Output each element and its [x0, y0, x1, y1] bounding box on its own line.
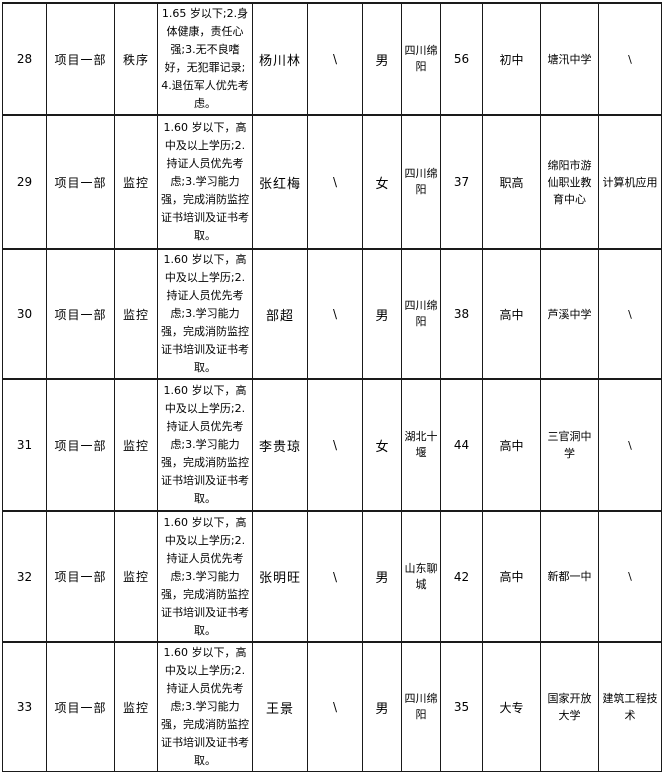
cell-requirements[interactable]: 1.60 岁以下，高中及以上学历;2.持证人员优先考虑;3.学习能力强，完成消防…	[157, 510, 253, 643]
cell-department[interactable]: 项目一部	[46, 248, 115, 380]
table-row: 33 项目一部 监控 1.60 岁以下，高中及以上学历;2.持证人员优先考虑;3…	[2, 641, 662, 772]
cell-name[interactable]: 部超	[252, 248, 308, 380]
cell-age[interactable]: 35	[440, 641, 483, 772]
cell-requirements[interactable]: 1.60 岁以下，高中及以上学历;2.持证人员优先考虑;3.学习能力强，完成消防…	[157, 641, 253, 772]
cell-post-type[interactable]: 监控	[114, 114, 158, 250]
cell-name[interactable]: 张明旺	[252, 510, 308, 643]
cell-department[interactable]: 项目一部	[46, 114, 115, 250]
cell-major[interactable]: \	[598, 248, 662, 380]
cell-school[interactable]: 新都一中	[540, 510, 599, 643]
table-row: 29 项目一部 监控 1.60 岁以下，高中及以上学历;2.持证人员优先考虑;3…	[2, 114, 662, 250]
cell-post-type[interactable]: 监控	[114, 248, 158, 380]
cell-education[interactable]: 职高	[482, 114, 541, 250]
cell-major[interactable]: 建筑工程技术	[598, 641, 662, 772]
cell-requirements[interactable]: 1.60 岁以下，高中及以上学历;2.持证人员优先考虑;3.学习能力强，完成消防…	[157, 378, 253, 512]
cell-post-type[interactable]: 监控	[114, 641, 158, 772]
cell-age[interactable]: 44	[440, 378, 483, 512]
cell-requirements[interactable]: 1.60 岁以下，高中及以上学历;2.持证人员优先考虑;3.学习能力强，完成消防…	[157, 248, 253, 380]
cell-row-number[interactable]: 32	[2, 510, 47, 643]
cell-certificate[interactable]: \	[307, 378, 363, 512]
table-row: 30 项目一部 监控 1.60 岁以下，高中及以上学历;2.持证人员优先考虑;3…	[2, 248, 662, 380]
cell-certificate[interactable]: \	[307, 510, 363, 643]
cell-education[interactable]: 高中	[482, 378, 541, 512]
cell-school[interactable]: 芦溪中学	[540, 248, 599, 380]
cell-gender[interactable]: 男	[362, 248, 402, 380]
cell-hometown[interactable]: 四川绵阳	[401, 248, 441, 380]
cell-certificate[interactable]: \	[307, 641, 363, 772]
cell-major[interactable]: \	[598, 510, 662, 643]
cell-certificate[interactable]: \	[307, 2, 363, 116]
cell-row-number[interactable]: 31	[2, 378, 47, 512]
cell-name[interactable]: 张红梅	[252, 114, 308, 250]
cell-age[interactable]: 37	[440, 114, 483, 250]
cell-major[interactable]: 计算机应用	[598, 114, 662, 250]
cell-row-number[interactable]: 29	[2, 114, 47, 250]
table-row: 31 项目一部 监控 1.60 岁以下，高中及以上学历;2.持证人员优先考虑;3…	[2, 378, 662, 512]
cell-gender[interactable]: 男	[362, 641, 402, 772]
cell-education[interactable]: 高中	[482, 510, 541, 643]
cell-name[interactable]: 李贵琼	[252, 378, 308, 512]
cell-hometown[interactable]: 四川绵阳	[401, 114, 441, 250]
table-row: 28 项目一部 秩序 1.65 岁以下;2.身体健康，责任心强;3.无不良嗜好，…	[2, 2, 662, 116]
cell-education[interactable]: 初中	[482, 2, 541, 116]
cell-school[interactable]: 塘汛中学	[540, 2, 599, 116]
cell-department[interactable]: 项目一部	[46, 641, 115, 772]
cell-education[interactable]: 大专	[482, 641, 541, 772]
cell-age[interactable]: 56	[440, 2, 483, 116]
cell-row-number[interactable]: 30	[2, 248, 47, 380]
cell-school[interactable]: 三官洞中学	[540, 378, 599, 512]
cell-school[interactable]: 国家开放大学	[540, 641, 599, 772]
cell-hometown[interactable]: 山东聊城	[401, 510, 441, 643]
cell-major[interactable]: \	[598, 2, 662, 116]
cell-department[interactable]: 项目一部	[46, 2, 115, 116]
cell-gender[interactable]: 男	[362, 2, 402, 116]
cell-gender[interactable]: 女	[362, 114, 402, 250]
cell-major[interactable]: \	[598, 378, 662, 512]
cell-certificate[interactable]: \	[307, 114, 363, 250]
cell-department[interactable]: 项目一部	[46, 510, 115, 643]
cell-gender[interactable]: 男	[362, 510, 402, 643]
cell-hometown[interactable]: 四川绵阳	[401, 2, 441, 116]
cell-name[interactable]: 王景	[252, 641, 308, 772]
cell-row-number[interactable]: 33	[2, 641, 47, 772]
cell-post-type[interactable]: 秩序	[114, 2, 158, 116]
cell-name[interactable]: 杨川林	[252, 2, 308, 116]
cell-gender[interactable]: 女	[362, 378, 402, 512]
cell-education[interactable]: 高中	[482, 248, 541, 380]
cell-row-number[interactable]: 28	[2, 2, 47, 116]
cell-post-type[interactable]: 监控	[114, 510, 158, 643]
cell-post-type[interactable]: 监控	[114, 378, 158, 512]
cell-school[interactable]: 绵阳市游仙职业教育中心	[540, 114, 599, 250]
cell-age[interactable]: 38	[440, 248, 483, 380]
cell-department[interactable]: 项目一部	[46, 378, 115, 512]
table-row: 32 项目一部 监控 1.60 岁以下，高中及以上学历;2.持证人员优先考虑;3…	[2, 510, 662, 643]
cell-certificate[interactable]: \	[307, 248, 363, 380]
cell-requirements[interactable]: 1.60 岁以下，高中及以上学历;2.持证人员优先考虑;3.学习能力强，完成消防…	[157, 114, 253, 250]
cell-age[interactable]: 42	[440, 510, 483, 643]
cell-requirements[interactable]: 1.65 岁以下;2.身体健康，责任心强;3.无不良嗜好，无犯罪记录;4.退伍军…	[157, 2, 253, 116]
cell-hometown[interactable]: 湖北十堰	[401, 378, 441, 512]
cell-hometown[interactable]: 四川绵阳	[401, 641, 441, 772]
